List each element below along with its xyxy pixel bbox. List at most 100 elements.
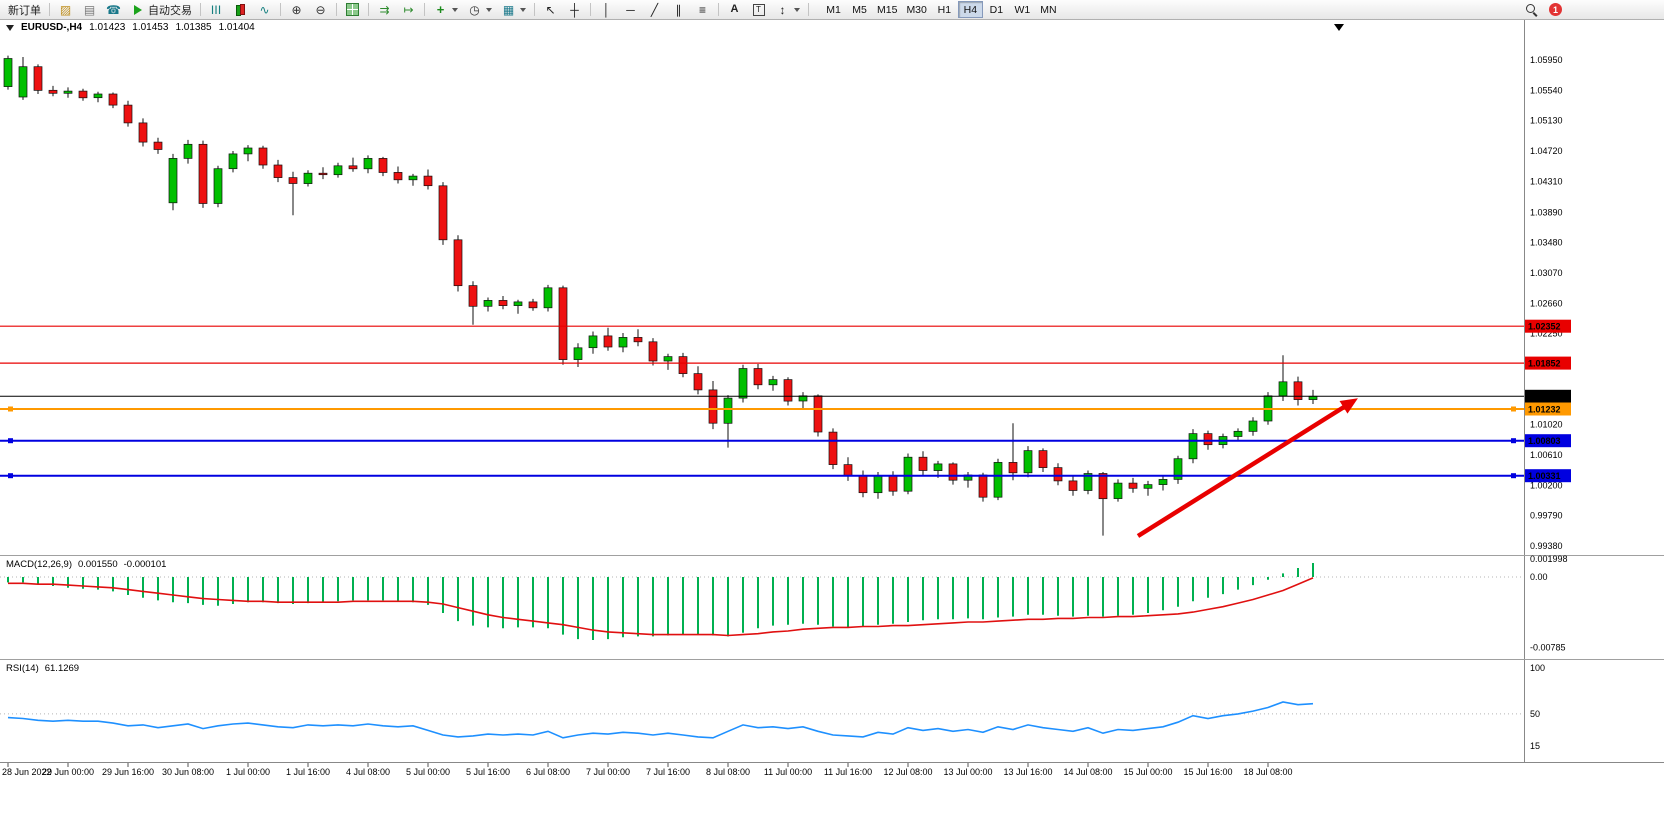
candlestick: [258, 145, 268, 169]
timeframe-button-h4[interactable]: H4: [957, 1, 983, 18]
text-label-button[interactable]: T: [747, 1, 770, 18]
chart-shift-icon: ↦: [403, 2, 414, 17]
candlestick: [663, 353, 673, 370]
candlestick: [108, 92, 118, 109]
toolbar-separator: [280, 3, 281, 16]
text-button[interactable]: A: [723, 1, 746, 18]
candlestick: [978, 472, 988, 502]
periods-button[interactable]: ◷: [463, 1, 496, 18]
candlestick: [273, 159, 283, 183]
zoom-out-button[interactable]: ⊖: [309, 1, 332, 18]
crosshair-button[interactable]: ┼: [563, 1, 586, 18]
auto-scroll-button[interactable]: ⇉: [373, 1, 396, 18]
crosshair-icon: ┼: [570, 2, 579, 17]
time-axis-label: 6 Jul 08:00: [526, 767, 570, 777]
price-tag: [1525, 319, 1571, 333]
price-tag: [1525, 434, 1571, 448]
candlestick: [648, 338, 658, 366]
indicators-button[interactable]: +: [429, 1, 462, 18]
timeframe-button-mn[interactable]: MN: [1036, 1, 1061, 18]
trendline-button[interactable]: ╱: [643, 1, 666, 18]
time-axis-label: 1 Jul 16:00: [286, 767, 330, 777]
candlestick: [438, 182, 448, 245]
new-order-label: 新订单: [8, 4, 41, 17]
chevron-down-icon: [452, 7, 458, 12]
channel-button[interactable]: ∥: [667, 1, 690, 18]
timeframe-button-w1[interactable]: W1: [1010, 1, 1035, 18]
candlestick: [318, 167, 328, 180]
horizontal-line-button[interactable]: ─: [619, 1, 642, 18]
tile-windows-button[interactable]: [341, 1, 364, 18]
rsi-value: 61.1269: [44, 663, 80, 674]
timeframe-button-m5[interactable]: M5: [847, 1, 872, 18]
timeframe-button-h1[interactable]: H1: [932, 1, 957, 18]
arrows-button[interactable]: ↕: [771, 1, 804, 18]
templates-button[interactable]: ▦: [497, 1, 530, 18]
timeframe-button-m15[interactable]: M15: [873, 1, 901, 18]
notification-badge[interactable]: 1: [1549, 3, 1562, 16]
vertical-line-button[interactable]: │: [595, 1, 618, 18]
candlestick: [1113, 479, 1123, 502]
candlestick: [183, 139, 193, 164]
zoom-out-icon: ⊖: [315, 2, 326, 17]
print-button[interactable]: ▤: [78, 1, 101, 18]
time-axis-label: 18 Jul 08:00: [1243, 767, 1292, 777]
macd-axis-label: -0.00785: [1530, 643, 1566, 653]
tile-windows-icon: [346, 3, 359, 16]
candlestick: [378, 156, 388, 177]
macd-axis-label: 0.00: [1530, 572, 1548, 582]
candlestick-chart-button[interactable]: [229, 1, 252, 18]
one-click-trading-icon[interactable]: [6, 24, 14, 31]
timeframe-button-m30[interactable]: M30: [902, 1, 930, 18]
candlestick: [948, 462, 958, 485]
zoom-in-button[interactable]: ⊕: [285, 1, 308, 18]
candlestick: [1248, 417, 1258, 436]
time-axis-label: 29 Jun 16:00: [102, 767, 154, 777]
line-handle[interactable]: [1511, 438, 1516, 444]
candlestick: [558, 285, 568, 365]
line-handle[interactable]: [8, 406, 13, 412]
community-button[interactable]: ☎: [102, 1, 125, 18]
line-chart-button[interactable]: ∿: [253, 1, 276, 18]
candlestick: [1098, 472, 1108, 536]
candlestick: [33, 64, 43, 94]
new-order-button[interactable]: 新订单: [4, 1, 45, 18]
toolbar-separator: [534, 3, 535, 16]
chart-shift-button[interactable]: ↦: [397, 1, 420, 18]
macd-signal-value: -0.000101: [123, 559, 167, 570]
candlestick: [333, 162, 343, 178]
time-axis-label: 29 Jun 00:00: [42, 767, 94, 777]
text-label-icon: T: [752, 3, 765, 16]
price-tag-label: 1.01404: [1528, 392, 1561, 402]
bar-chart-button[interactable]: |||: [205, 1, 228, 18]
zoom-in-icon: ⊕: [291, 2, 302, 17]
price-tick-label: 1.05540: [1530, 85, 1563, 95]
candlestick: [1278, 355, 1288, 401]
search-button[interactable]: [1518, 1, 1536, 18]
candlestick: [93, 91, 103, 103]
time-axis-label: 8 Jul 08:00: [706, 767, 750, 777]
profiles-button[interactable]: ▨: [54, 1, 77, 18]
line-handle[interactable]: [1511, 406, 1516, 412]
candlestick: [693, 366, 703, 395]
fibonacci-button[interactable]: ≡: [691, 1, 714, 18]
rsi-axis-label: 50: [1530, 709, 1540, 719]
line-handle[interactable]: [1511, 473, 1516, 479]
candlestick: [468, 281, 478, 325]
autotrading-button[interactable]: 自动交易: [126, 1, 196, 18]
line-handle[interactable]: [8, 438, 13, 444]
candlestick: [393, 166, 403, 184]
candlestick: [903, 453, 913, 495]
timeframe-button-m1[interactable]: M1: [821, 1, 846, 18]
candlestick: [993, 458, 1003, 501]
candlestick: [1068, 475, 1078, 496]
cursor-button[interactable]: ↖: [539, 1, 562, 18]
trend-arrow[interactable]: [1136, 400, 1354, 538]
chevron-down-icon: [486, 7, 492, 12]
price-tick-label: 1.02660: [1530, 298, 1563, 308]
candlestick: [618, 333, 628, 353]
timeframe-button-d1[interactable]: D1: [984, 1, 1009, 18]
line-handle[interactable]: [8, 473, 13, 479]
